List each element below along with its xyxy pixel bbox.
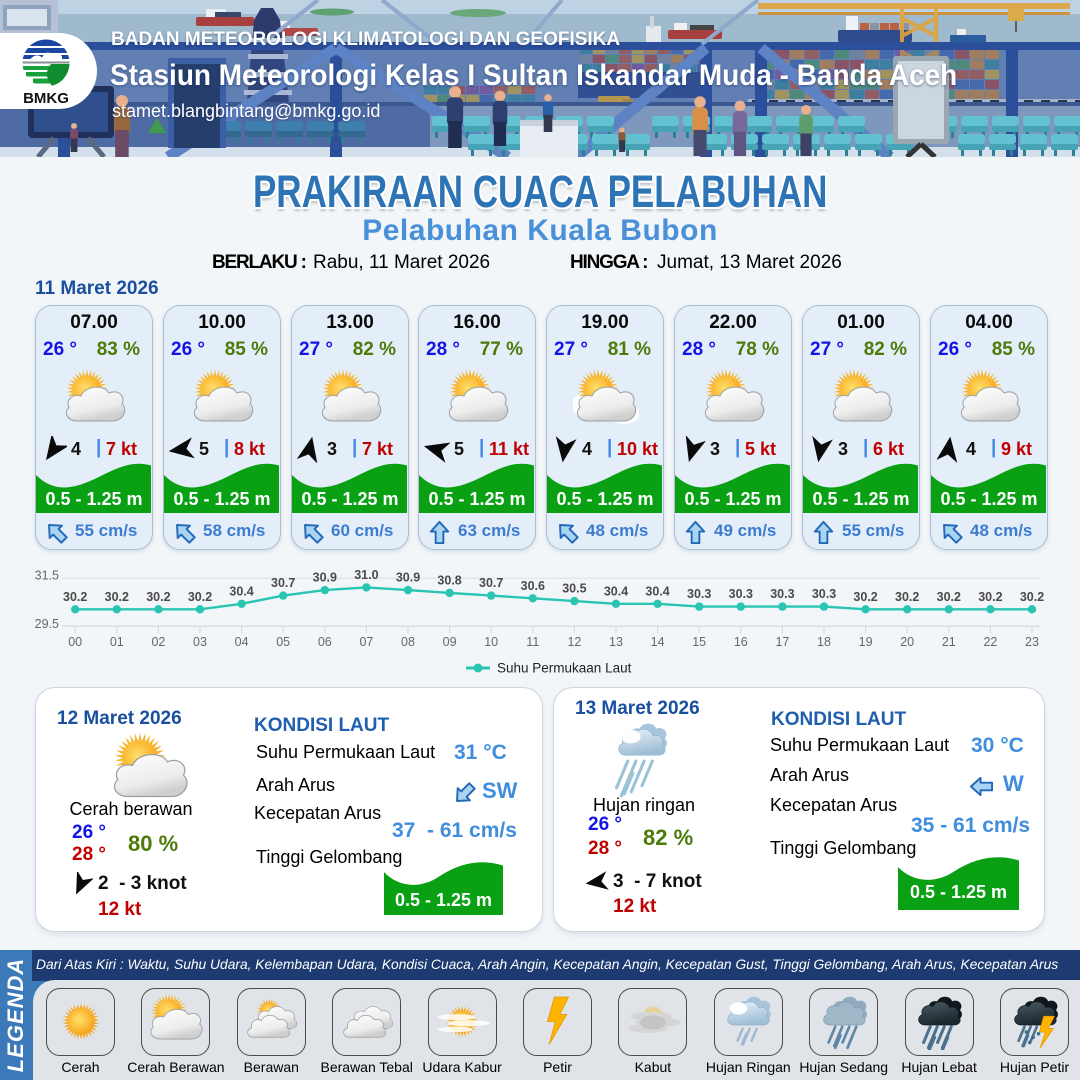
svg-text:10: 10	[484, 635, 498, 649]
svg-text:08: 08	[401, 635, 415, 649]
svg-text:21: 21	[942, 635, 956, 649]
svg-text:30.2: 30.2	[146, 590, 170, 604]
svg-text:01: 01	[110, 635, 124, 649]
svg-text:20: 20	[900, 635, 914, 649]
svg-text:03: 03	[193, 635, 207, 649]
svg-text:30.8: 30.8	[437, 573, 461, 587]
svg-text:04: 04	[235, 635, 249, 649]
svg-text:Suhu Permukaan Laut: Suhu Permukaan Laut	[497, 661, 632, 676]
svg-text:30.4: 30.4	[229, 584, 253, 598]
svg-text:15: 15	[692, 635, 706, 649]
svg-text:09: 09	[443, 635, 457, 649]
svg-text:12: 12	[567, 635, 581, 649]
svg-text:31.0: 31.0	[354, 568, 378, 582]
svg-text:30.2: 30.2	[895, 590, 919, 604]
svg-text:30.3: 30.3	[687, 587, 711, 601]
svg-text:13: 13	[609, 635, 623, 649]
svg-text:30.9: 30.9	[313, 571, 337, 585]
svg-text:30.7: 30.7	[271, 576, 295, 590]
svg-text:30.5: 30.5	[562, 582, 586, 596]
svg-text:30.2: 30.2	[853, 590, 877, 604]
svg-text:30.4: 30.4	[604, 584, 628, 598]
svg-text:02: 02	[151, 635, 165, 649]
svg-text:30.4: 30.4	[645, 584, 669, 598]
svg-text:30.3: 30.3	[770, 587, 794, 601]
svg-text:30.2: 30.2	[1020, 590, 1044, 604]
svg-text:16: 16	[734, 635, 748, 649]
svg-text:06: 06	[318, 635, 332, 649]
svg-text:30.2: 30.2	[188, 590, 212, 604]
svg-text:30.7: 30.7	[479, 576, 503, 590]
svg-text:30.2: 30.2	[978, 590, 1002, 604]
svg-text:30.2: 30.2	[937, 590, 961, 604]
svg-text:30.9: 30.9	[396, 571, 420, 585]
svg-text:BMKG: BMKG	[23, 90, 69, 107]
svg-text:30.2: 30.2	[63, 590, 87, 604]
svg-text:07: 07	[359, 635, 373, 649]
svg-text:30.2: 30.2	[105, 590, 129, 604]
svg-text:29.5: 29.5	[35, 617, 59, 631]
svg-text:00: 00	[68, 635, 82, 649]
svg-text:30.6: 30.6	[521, 579, 545, 593]
svg-text:23: 23	[1025, 635, 1039, 649]
svg-text:19: 19	[859, 635, 873, 649]
svg-text:14: 14	[651, 635, 665, 649]
svg-text:11: 11	[526, 635, 539, 649]
svg-text:31.5: 31.5	[35, 568, 59, 582]
svg-text:17: 17	[775, 635, 789, 649]
svg-text:05: 05	[276, 635, 290, 649]
svg-text:30.3: 30.3	[812, 587, 836, 601]
svg-text:30.3: 30.3	[729, 587, 753, 601]
svg-text:22: 22	[983, 635, 997, 649]
svg-text:18: 18	[817, 635, 831, 649]
